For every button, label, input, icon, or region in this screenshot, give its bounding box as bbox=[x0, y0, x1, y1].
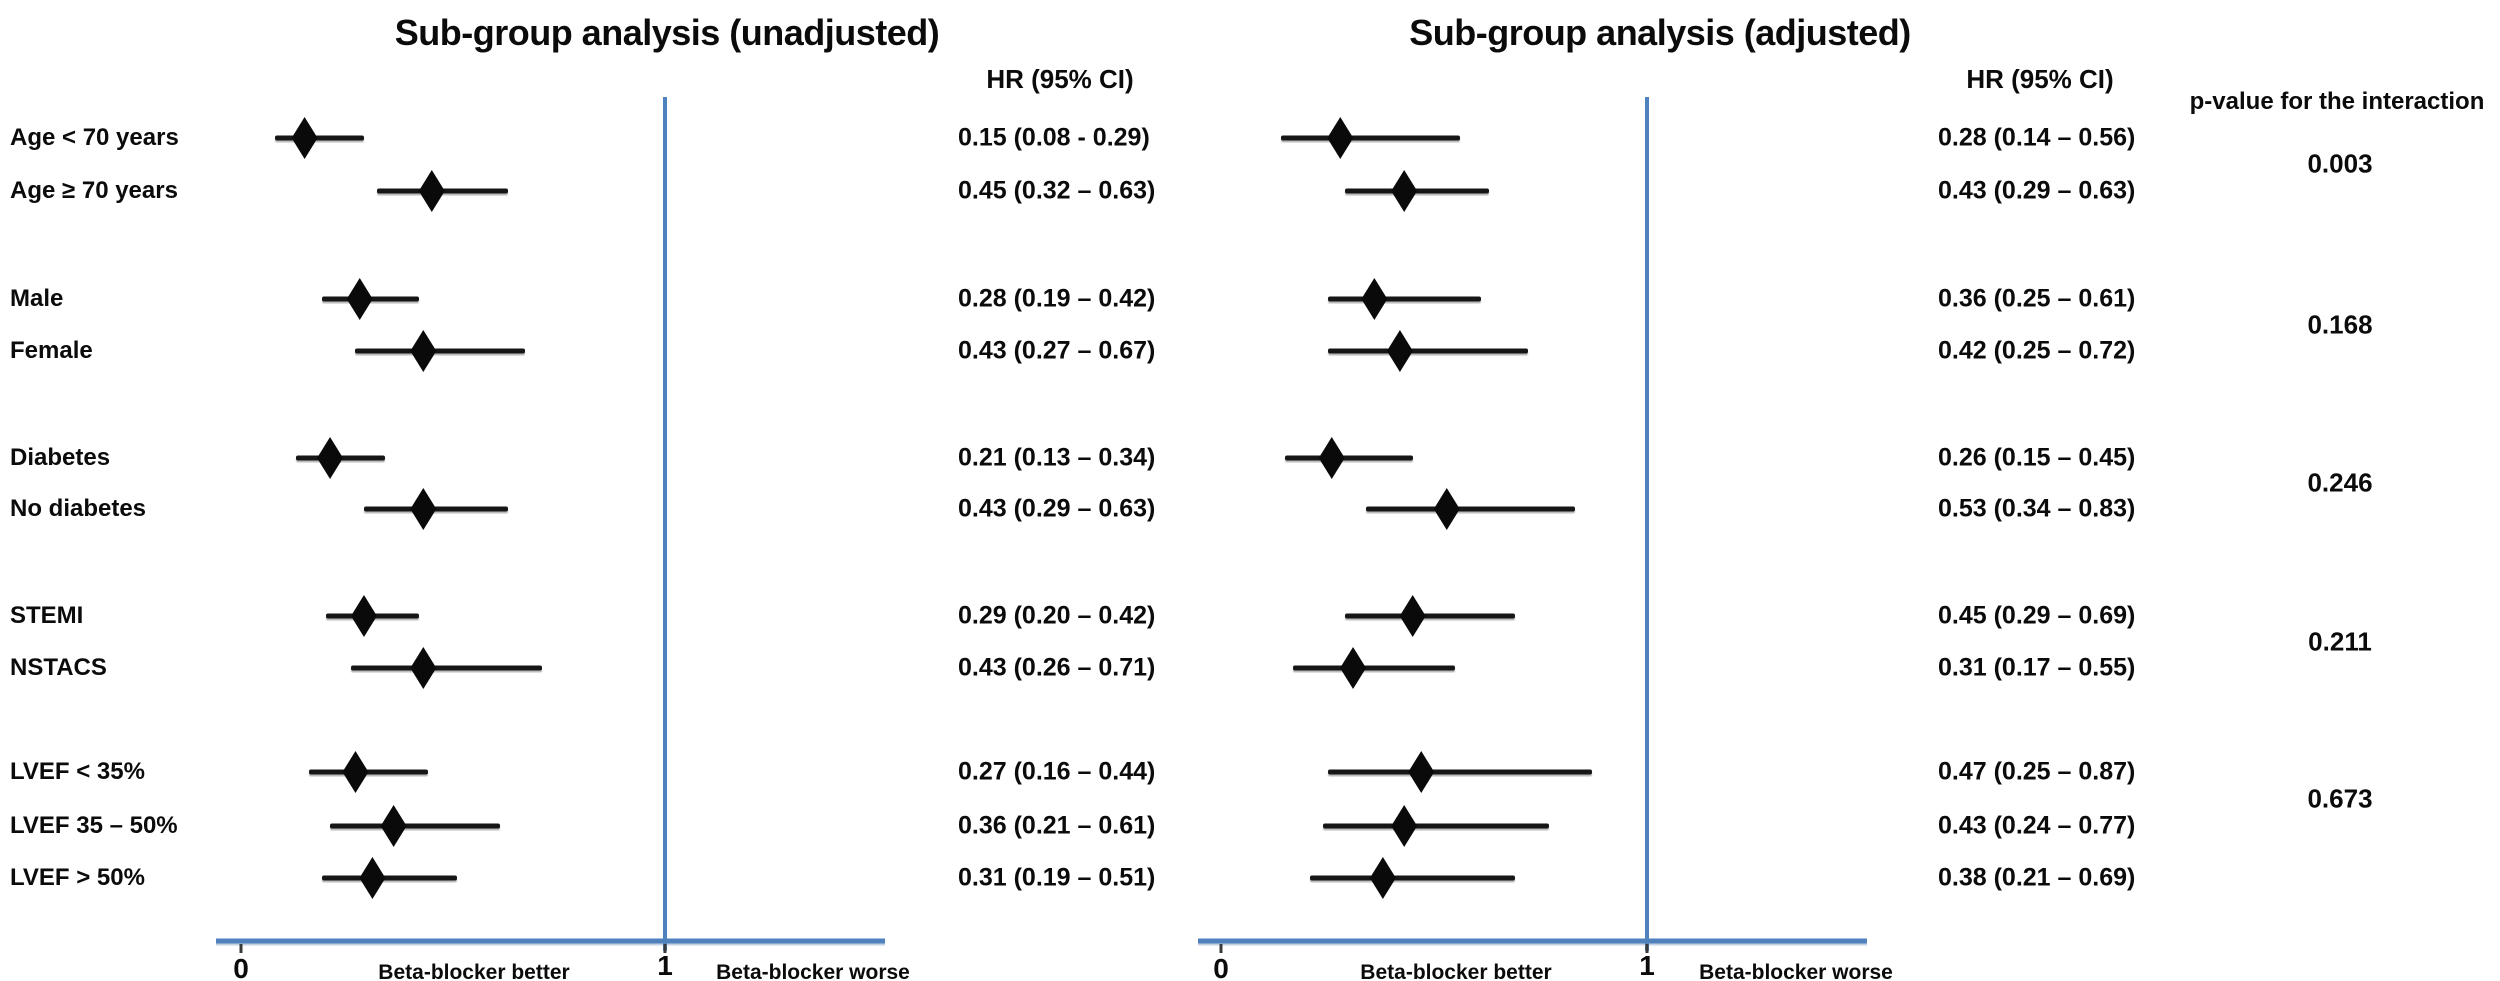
ci-whisker bbox=[1365, 506, 1575, 512]
x-axis-label-0: 0 bbox=[233, 953, 249, 981]
hr-ci-value: 0.21 (0.13 – 0.34) bbox=[958, 443, 1156, 472]
hr-diamond-marker bbox=[359, 857, 386, 899]
p-value-lvef: 0.673 bbox=[2307, 783, 2373, 814]
p-value-column-header: p-value for the interaction bbox=[2189, 88, 2485, 115]
hr-ci-value: 0.42 (0.25 – 0.72) bbox=[1938, 336, 2136, 365]
hr-diamond-marker bbox=[1318, 437, 1345, 479]
hr-ci-value: 0.36 (0.25 – 0.61) bbox=[1938, 284, 2136, 313]
ci-whisker bbox=[1327, 296, 1481, 302]
row-label-presentation: STEMI bbox=[10, 602, 84, 629]
right-hr-ci-column-header: HR (95% CI) bbox=[1966, 64, 2114, 94]
x-axis-label-1: 1 bbox=[1639, 950, 1655, 981]
hr-diamond-marker bbox=[342, 751, 369, 793]
reference-line-hr-1 bbox=[1645, 97, 1649, 951]
hr-ci-value: 0.31 (0.19 – 0.51) bbox=[958, 863, 1156, 892]
row-label-age: Age ≥ 70 years bbox=[10, 177, 178, 204]
row-label-lvef: LVEF 35 – 50% bbox=[10, 812, 178, 839]
hr-diamond-marker bbox=[350, 595, 377, 637]
hr-diamond-marker bbox=[1399, 595, 1426, 637]
ci-whisker bbox=[1280, 135, 1460, 141]
row-label-sex: Female bbox=[10, 337, 93, 364]
beta-blocker-better-label: Beta-blocker better bbox=[1360, 961, 1552, 981]
ci-whisker bbox=[351, 665, 543, 671]
beta-blocker-better-label: Beta-blocker better bbox=[378, 961, 570, 981]
ci-whisker bbox=[355, 348, 526, 354]
x-axis-line bbox=[216, 938, 885, 944]
ci-whisker bbox=[1284, 455, 1413, 461]
x-axis-tick-1 bbox=[663, 944, 667, 953]
x-axis-tick-0 bbox=[239, 944, 243, 953]
hr-ci-value: 0.47 (0.25 – 0.87) bbox=[1938, 757, 2136, 786]
hr-diamond-marker bbox=[317, 437, 344, 479]
hr-diamond-marker bbox=[1391, 805, 1418, 847]
hr-ci-value: 0.36 (0.21 – 0.61) bbox=[958, 811, 1156, 840]
hr-ci-value: 0.26 (0.15 – 0.45) bbox=[1938, 443, 2136, 472]
left-panel-title: Sub-group analysis (unadjusted) bbox=[394, 12, 940, 53]
x-axis-tick-0 bbox=[1219, 944, 1223, 953]
ci-whisker bbox=[321, 875, 458, 881]
row-label-diabetes: No diabetes bbox=[10, 495, 147, 522]
x-axis-label-1: 1 bbox=[657, 950, 673, 981]
hr-ci-value: 0.31 (0.17 – 0.55) bbox=[1938, 653, 2136, 682]
ci-whisker bbox=[1344, 613, 1515, 619]
hr-ci-value: 0.53 (0.34 – 0.83) bbox=[1938, 494, 2136, 523]
row-label-diabetes: Diabetes bbox=[10, 444, 111, 471]
hr-ci-value: 0.45 (0.32 – 0.63) bbox=[958, 176, 1156, 205]
x-axis-label-0: 0 bbox=[1213, 953, 1229, 981]
hr-diamond-marker bbox=[1391, 170, 1418, 212]
hr-diamond-marker bbox=[1327, 117, 1354, 159]
hr-diamond-marker bbox=[1369, 857, 1396, 899]
hr-ci-value: 0.38 (0.21 – 0.69) bbox=[1938, 863, 2136, 892]
ci-whisker bbox=[274, 135, 364, 141]
ci-whisker bbox=[330, 823, 500, 829]
hr-diamond-marker bbox=[418, 170, 445, 212]
row-label-presentation: NSTACS bbox=[10, 654, 107, 681]
hr-ci-value: 0.43 (0.27 – 0.67) bbox=[958, 336, 1156, 365]
p-value-presentation: 0.211 bbox=[2308, 626, 2372, 657]
hr-diamond-marker bbox=[1340, 647, 1367, 689]
hr-ci-value: 0.43 (0.26 – 0.71) bbox=[958, 653, 1156, 682]
hr-diamond-marker bbox=[1433, 488, 1460, 530]
row-label-lvef: LVEF < 35% bbox=[10, 758, 145, 785]
x-axis-line bbox=[1198, 938, 1867, 944]
ci-whisker bbox=[1327, 348, 1528, 354]
hr-diamond-marker bbox=[1386, 330, 1413, 372]
x-axis-tick-1 bbox=[1645, 944, 1649, 953]
p-value-age: 0.003 bbox=[2307, 148, 2373, 179]
hr-ci-value: 0.45 (0.29 – 0.69) bbox=[1938, 601, 2136, 630]
row-label-lvef: LVEF > 50% bbox=[10, 864, 145, 891]
beta-blocker-worse-label: Beta-blocker worse bbox=[1699, 961, 1893, 981]
hr-ci-value: 0.28 (0.14 – 0.56) bbox=[1938, 123, 2136, 152]
ci-whisker bbox=[1327, 769, 1592, 775]
ci-whisker bbox=[1323, 823, 1549, 829]
hr-diamond-marker bbox=[291, 117, 318, 159]
hr-ci-value: 0.29 (0.20 – 0.42) bbox=[958, 601, 1156, 630]
beta-blocker-worse-label: Beta-blocker worse bbox=[716, 961, 910, 981]
ci-whisker bbox=[1293, 665, 1456, 671]
row-label-age: Age < 70 years bbox=[10, 124, 179, 151]
hr-diamond-marker bbox=[1408, 751, 1435, 793]
hr-diamond-marker bbox=[1361, 278, 1388, 320]
hr-ci-value: 0.15 (0.08 - 0.29) bbox=[958, 123, 1150, 152]
left-hr-ci-column-header: HR (95% CI) bbox=[986, 64, 1134, 94]
hr-diamond-marker bbox=[410, 647, 437, 689]
ci-whisker bbox=[1310, 875, 1515, 881]
right-panel-title: Sub-group analysis (adjusted) bbox=[1409, 12, 1911, 53]
hr-ci-value: 0.27 (0.16 – 0.44) bbox=[958, 757, 1156, 786]
hr-ci-value: 0.43 (0.24 – 0.77) bbox=[1938, 811, 2136, 840]
hr-diamond-marker bbox=[380, 805, 407, 847]
hr-ci-value: 0.43 (0.29 – 0.63) bbox=[958, 494, 1156, 523]
hr-diamond-marker bbox=[410, 330, 437, 372]
hr-ci-value: 0.43 (0.29 – 0.63) bbox=[1938, 176, 2136, 205]
hr-ci-value: 0.28 (0.19 – 0.42) bbox=[958, 284, 1156, 313]
p-value-sex: 0.168 bbox=[2307, 309, 2373, 340]
hr-diamond-marker bbox=[346, 278, 373, 320]
row-label-sex: Male bbox=[10, 285, 64, 312]
reference-line-hr-1 bbox=[663, 97, 667, 951]
p-value-diabetes: 0.246 bbox=[2307, 467, 2373, 498]
hr-diamond-marker bbox=[410, 488, 437, 530]
